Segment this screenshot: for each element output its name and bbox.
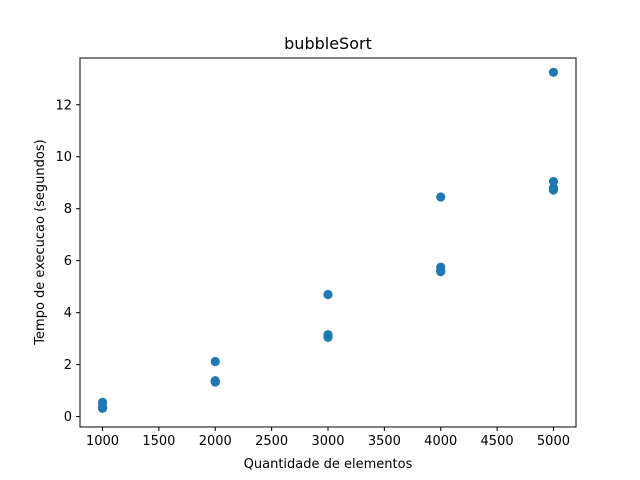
y-axis: 0 2 4 6 8 10 12 — [55, 98, 80, 425]
x-tick-label: 2500 — [255, 434, 288, 449]
plot-frame — [79, 57, 577, 428]
plot-area — [97, 67, 559, 413]
x-tick-label: 5000 — [537, 434, 570, 449]
y-tick-label: 4 — [64, 306, 72, 321]
data-point — [548, 185, 559, 195]
data-point — [436, 267, 446, 277]
x-tick-label: 4500 — [481, 434, 514, 449]
y-tick-label: 6 — [64, 254, 72, 269]
y-tick-label: 2 — [64, 358, 72, 373]
x-tick-label: 1500 — [142, 434, 175, 449]
data-point — [323, 289, 333, 300]
x-axis: 1000 1500 2000 2500 3000 3500 4000 4500 5000 — [86, 427, 570, 449]
y-tick-label: 12 — [55, 98, 72, 113]
y-tick-label: 10 — [55, 150, 72, 165]
data-point — [436, 192, 446, 202]
data-point — [548, 176, 559, 187]
x-axis-label: Quantidade de elementos — [244, 457, 413, 472]
x-tick-label: 4000 — [424, 434, 457, 449]
y-tick-label: 0 — [64, 410, 72, 425]
data-point — [548, 67, 559, 77]
data-point — [323, 332, 333, 342]
x-tick-label: 2000 — [199, 434, 232, 449]
chart-title: bubbleSort — [284, 34, 372, 53]
data-point — [210, 356, 220, 367]
y-axis-label: Tempo de execucao (segundos) — [33, 139, 48, 345]
x-tick-label: 3000 — [311, 434, 344, 449]
data-point — [97, 403, 108, 413]
x-tick-label: 3500 — [368, 434, 401, 449]
x-tick-label: 1000 — [86, 434, 119, 449]
y-tick-label: 8 — [64, 202, 72, 217]
data-point — [210, 377, 220, 387]
